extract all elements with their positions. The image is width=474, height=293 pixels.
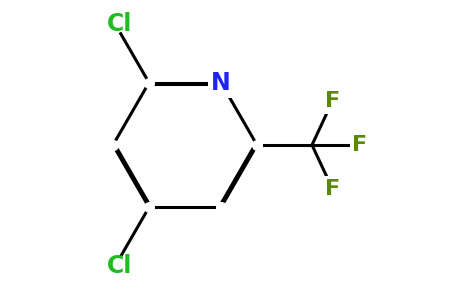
Text: Cl: Cl (107, 12, 133, 36)
Text: F: F (353, 135, 367, 155)
Text: F: F (325, 178, 340, 198)
Text: Cl: Cl (107, 253, 133, 277)
Text: F: F (325, 91, 340, 112)
Text: N: N (211, 71, 231, 95)
